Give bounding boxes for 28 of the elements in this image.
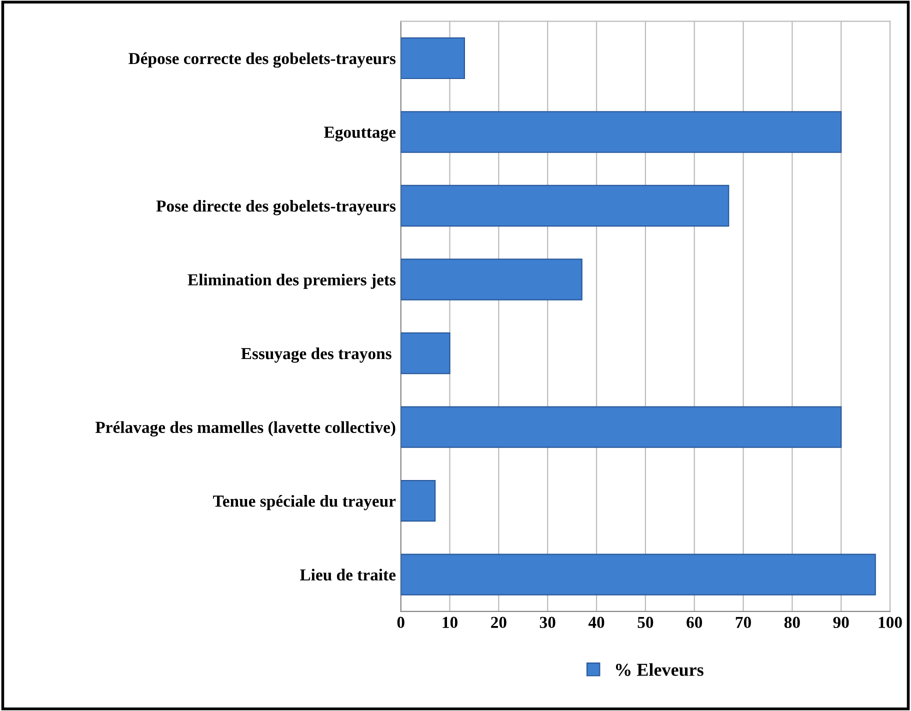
x-tick-label: 30 <box>540 616 556 628</box>
x-tick-label: 100 <box>878 616 902 628</box>
x-tick-label: 50 <box>638 616 654 628</box>
y-tick-label: Essuyage des trayons <box>241 347 392 363</box>
x-tick-label: 0 <box>397 616 404 628</box>
y-tick-label: Prélavage des mamelles (lavette collective) <box>95 421 396 437</box>
x-tick-label: 80 <box>784 616 800 628</box>
y-tick-label: Dépose correcte des gobelets-trayeurs <box>128 52 396 68</box>
x-tick-label: 60 <box>686 616 702 628</box>
bar <box>400 332 450 374</box>
x-tick-label: 20 <box>491 616 506 628</box>
bar <box>400 184 730 227</box>
x-tick-label: 40 <box>588 616 604 628</box>
bar <box>400 111 842 153</box>
y-tick-label: Egouttage <box>324 126 396 142</box>
y-tick-label: Elimination des premiers jets <box>188 274 396 289</box>
bar <box>400 554 876 596</box>
x-tick-label: 90 <box>833 616 849 628</box>
y-tick-label: Pose directe des gobelets-trayeurs <box>156 200 396 216</box>
y-tick-label: Lieu de traite <box>300 568 396 581</box>
bar <box>400 37 465 80</box>
x-tick-label: 10 <box>442 616 458 628</box>
bar <box>400 258 582 300</box>
bar <box>400 406 842 448</box>
y-tick-label: Tenue spéciale du trayeur <box>213 495 396 510</box>
legend-label: % Eleveurs <box>616 663 704 676</box>
x-tick-label: 70 <box>736 616 751 628</box>
bar <box>400 480 436 522</box>
